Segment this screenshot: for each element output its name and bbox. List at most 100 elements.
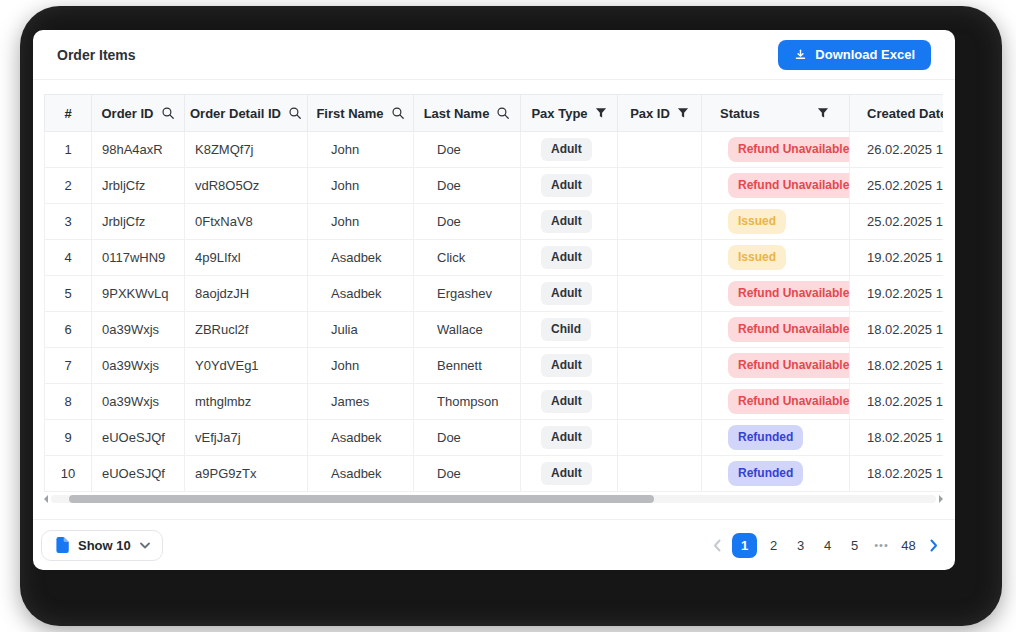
pax-type-badge: Adult [541, 390, 592, 412]
cell-status: Refund Unavailable [702, 276, 850, 312]
cell-num: 8 [45, 384, 92, 420]
column-header-pax_id[interactable]: Pax ID [618, 95, 702, 132]
cell-created_date: 18.02.2025 12:4 [850, 420, 944, 456]
pax-type-badge: Adult [541, 246, 592, 268]
window-frame: Order Items Download Excel #Order IDOrde… [20, 6, 1002, 626]
column-label: Pax ID [630, 106, 670, 121]
column-header-last_name[interactable]: Last Name [414, 95, 521, 132]
pagination-page-2[interactable]: 2 [763, 533, 784, 558]
column-label: Pax Type [531, 106, 587, 121]
cell-pax_type: Adult [521, 240, 618, 276]
cell-status: Issued [702, 240, 850, 276]
horizontal-scrollbar [44, 494, 943, 504]
cell-pax_id [618, 204, 702, 240]
cell-last_name: Doe [414, 168, 521, 204]
cell-created_date: 25.02.2025 18: [850, 168, 944, 204]
cell-last_name: Doe [414, 420, 521, 456]
filter-icon[interactable] [817, 107, 829, 119]
column-header-pax_type[interactable]: Pax Type [521, 95, 618, 132]
page-size-label: Show 10 [78, 538, 131, 553]
cell-order_detail_id: K8ZMQf7j [185, 132, 308, 168]
cell-order_id: JrbljCfz [92, 168, 185, 204]
cell-order_id: 0a39Wxjs [92, 312, 185, 348]
pagination-prev-icon[interactable] [708, 533, 726, 558]
status-badge: Refund Unavailable [728, 173, 850, 197]
search-icon[interactable] [496, 106, 510, 120]
cell-pax_id [618, 456, 702, 492]
cell-order_id: 9PXKWvLq [92, 276, 185, 312]
panel-header: Order Items Download Excel [33, 30, 955, 80]
status-badge: Refund Unavailable [728, 389, 850, 413]
cell-status: Refund Unavailable [702, 348, 850, 384]
pagination: 12345•••48 [708, 533, 943, 558]
cell-order_id: 0a39Wxjs [92, 384, 185, 420]
cell-status: Issued [702, 204, 850, 240]
cell-first_name: James [308, 384, 414, 420]
pagination-page-4[interactable]: 4 [817, 533, 838, 558]
table-row: 2JrbljCfzvdR8O5OzJohnDoeAdultRefund Unav… [45, 168, 944, 204]
table-header-row: #Order IDOrder Detail IDFirst NameLast N… [45, 95, 944, 132]
cell-num: 3 [45, 204, 92, 240]
column-header-order_detail_id[interactable]: Order Detail ID [185, 95, 308, 132]
pax-type-badge: Adult [541, 174, 592, 196]
column-label: First Name [316, 106, 383, 121]
pagination-page-1[interactable]: 1 [732, 533, 757, 558]
column-label: Last Name [424, 106, 490, 121]
page-size-dropdown[interactable]: Show 10 [41, 530, 163, 561]
pax-type-badge: Adult [541, 138, 592, 160]
pagination-next-icon[interactable] [925, 533, 943, 558]
table-row: 198hA4axRK8ZMQf7jJohnDoeAdultRefund Unav… [45, 132, 944, 168]
search-icon[interactable] [288, 106, 302, 120]
scrollbar-track[interactable] [51, 495, 936, 503]
cell-created_date: 25.02.2025 18: [850, 204, 944, 240]
scrollbar-left-arrow-icon[interactable] [44, 495, 48, 503]
cell-status: Refund Unavailable [702, 384, 850, 420]
cell-last_name: Doe [414, 456, 521, 492]
cell-pax_id [618, 420, 702, 456]
cell-first_name: John [308, 348, 414, 384]
page-title: Order Items [57, 47, 136, 63]
cell-last_name: Thompson [414, 384, 521, 420]
download-excel-button[interactable]: Download Excel [778, 40, 931, 70]
search-icon[interactable] [391, 106, 405, 120]
status-badge: Refunded [728, 425, 803, 449]
pax-type-badge: Adult [541, 426, 592, 448]
status-badge: Refund Unavailable [728, 353, 850, 377]
cell-first_name: Asadbek [308, 456, 414, 492]
cell-pax_id [618, 348, 702, 384]
scrollbar-thumb[interactable] [69, 495, 654, 503]
column-label: Order Detail ID [190, 106, 281, 121]
order-items-panel: Order Items Download Excel #Order IDOrde… [33, 30, 955, 570]
download-icon [794, 48, 807, 61]
cell-created_date: 26.02.2025 18: [850, 132, 944, 168]
column-header-first_name[interactable]: First Name [308, 95, 414, 132]
cell-created_date: 19.02.2025 10:4 [850, 276, 944, 312]
status-badge: Refunded [728, 461, 803, 485]
cell-pax_type: Adult [521, 204, 618, 240]
table-row: 70a39WxjsY0YdVEg1JohnBennettAdultRefund … [45, 348, 944, 384]
cell-order_detail_id: a9PG9zTx [185, 456, 308, 492]
cell-first_name: Asadbek [308, 240, 414, 276]
order-items-table: #Order IDOrder Detail IDFirst NameLast N… [44, 94, 943, 492]
cell-first_name: John [308, 132, 414, 168]
cell-order_detail_id: 0FtxNaV8 [185, 204, 308, 240]
cell-last_name: Doe [414, 204, 521, 240]
cell-pax_type: Child [521, 312, 618, 348]
cell-order_id: eUOeSJQf [92, 420, 185, 456]
column-header-status[interactable]: Status [702, 95, 850, 132]
column-label: Status [720, 106, 760, 121]
search-icon[interactable] [161, 106, 175, 120]
status-badge: Refund Unavailable [728, 137, 850, 161]
scrollbar-right-arrow-icon[interactable] [939, 495, 943, 503]
pagination-page-5[interactable]: 5 [844, 533, 865, 558]
cell-num: 9 [45, 420, 92, 456]
column-header-order_id[interactable]: Order ID [92, 95, 185, 132]
pagination-page-3[interactable]: 3 [790, 533, 811, 558]
cell-created_date: 18.02.2025 13:1 [850, 348, 944, 384]
cell-order_detail_id: Y0YdVEg1 [185, 348, 308, 384]
pagination-page-48[interactable]: 48 [898, 533, 919, 558]
cell-order_detail_id: mthglmbz [185, 384, 308, 420]
filter-icon[interactable] [677, 107, 689, 119]
filter-icon[interactable] [595, 107, 607, 119]
cell-pax_type: Adult [521, 132, 618, 168]
